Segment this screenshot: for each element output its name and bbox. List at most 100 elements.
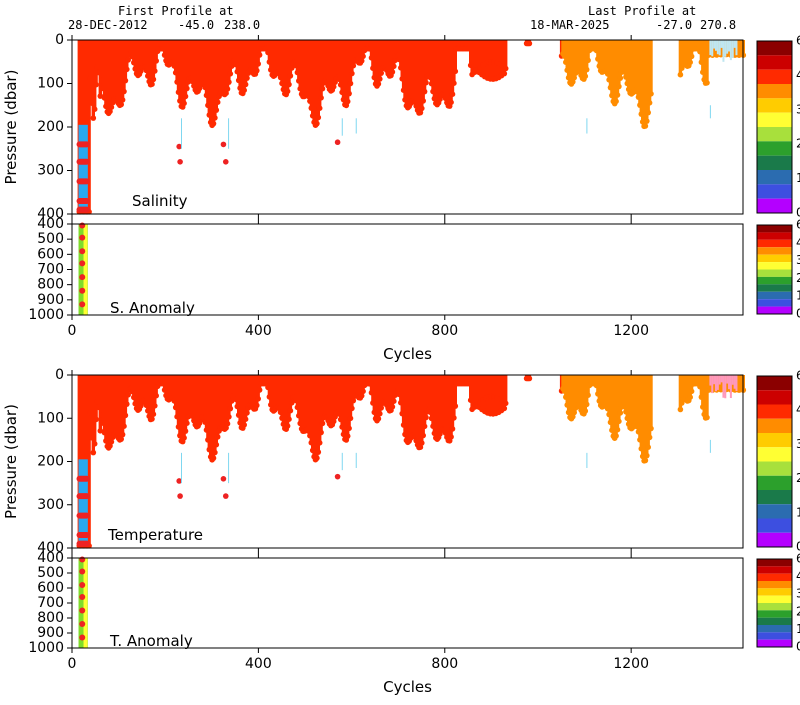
data-point	[153, 392, 159, 399]
data-point	[224, 420, 231, 427]
data-point	[421, 88, 428, 95]
data-point	[642, 123, 649, 129]
data-point	[242, 416, 249, 423]
data-point	[97, 428, 104, 434]
colorbar-cell	[757, 269, 792, 277]
colorbar-cell	[757, 447, 792, 462]
anomaly-marker	[79, 260, 86, 267]
colorbar-cell	[757, 84, 792, 99]
data-point	[227, 405, 234, 412]
colorbar-cell	[757, 490, 792, 505]
data-point	[346, 90, 352, 97]
deep-profile-block	[78, 124, 88, 212]
data-point	[289, 400, 295, 406]
data-point	[97, 93, 104, 99]
last-profile-date: 18-MAR-2025	[530, 18, 609, 32]
data-point	[419, 105, 425, 112]
data-point	[349, 70, 355, 77]
colorbar-tick-label: 6	[796, 34, 800, 48]
anomaly-marker	[79, 301, 86, 308]
data-point	[149, 416, 155, 422]
anomaly-marker	[177, 159, 183, 165]
deep-profile-block	[78, 459, 88, 546]
data-point	[344, 433, 351, 439]
y-axis-label: Pressure (dbar)	[2, 70, 20, 185]
data-point	[244, 75, 250, 81]
panels-group: 0 100 200 300 400 Pressure (dbar) Salinity 6 4.5…	[2, 32, 800, 696]
data-point	[704, 80, 710, 86]
data-point	[314, 120, 320, 127]
anomaly-marker	[76, 532, 90, 539]
data-point	[253, 67, 260, 74]
data-point	[121, 423, 127, 430]
colorbar-tick-label: 1.5	[796, 171, 800, 185]
anomaly-marker	[79, 621, 86, 627]
data-point	[152, 68, 158, 74]
data-point	[108, 104, 115, 110]
data-point	[347, 80, 354, 87]
colorbar-tick-label: 2.5	[796, 137, 800, 151]
data-point	[582, 73, 589, 79]
anomaly-marker	[79, 248, 86, 255]
colorbar-frame	[756, 40, 793, 214]
data-point	[330, 83, 337, 90]
data-point	[226, 79, 232, 85]
data-point	[182, 428, 189, 434]
data-point	[614, 426, 621, 433]
data-point	[350, 62, 357, 69]
colorbar-frame	[756, 224, 793, 315]
x-tick-label: 400	[245, 656, 272, 672]
colorbar-cell	[757, 595, 792, 603]
data-point	[315, 449, 322, 455]
data-point	[616, 83, 622, 90]
first-profile-date: 28-DEC-2012	[68, 18, 147, 32]
data-point	[319, 85, 326, 92]
colorbar-cell	[757, 532, 792, 547]
data-point	[153, 58, 159, 64]
last-profile-lat: -27.0	[656, 18, 692, 32]
y-tick-label: 500	[37, 565, 64, 581]
data-point	[570, 413, 576, 420]
data-point	[214, 434, 221, 440]
data-point	[585, 392, 591, 399]
colorbar-cell	[757, 603, 792, 611]
data-point	[256, 387, 263, 393]
data-point	[152, 403, 158, 409]
data-point	[119, 97, 126, 103]
data-point	[121, 88, 127, 95]
data-point	[118, 436, 124, 442]
data-point	[375, 415, 382, 422]
colorbar-cell	[757, 588, 792, 596]
colorbar-frame	[756, 558, 793, 648]
data-point	[118, 101, 124, 108]
colorbar-tick-label: 2.5	[796, 271, 800, 285]
last-profile-label: Last Profile at	[588, 4, 696, 18]
colorbar-cell	[757, 262, 792, 270]
data-point	[613, 98, 619, 105]
data-point	[613, 433, 619, 439]
colorbar-cell	[757, 291, 792, 300]
data-point	[93, 81, 99, 88]
first-profile-label: First Profile at	[118, 4, 234, 18]
data-point	[318, 95, 324, 101]
colorbar-cell	[757, 518, 792, 533]
data-point	[287, 407, 294, 414]
data-point	[122, 77, 129, 84]
data-point	[448, 434, 454, 440]
anomaly-marker	[79, 222, 86, 229]
data-point	[392, 392, 399, 399]
data-point	[90, 115, 97, 121]
data-point	[344, 98, 351, 105]
data-point	[287, 73, 294, 79]
y-tick-label: 900	[37, 625, 64, 641]
colorbar-cell	[757, 617, 792, 625]
data-point	[214, 99, 221, 105]
data-point	[423, 79, 429, 86]
anomaly-marker	[220, 476, 227, 482]
data-point	[687, 394, 693, 401]
data-point	[212, 449, 218, 456]
colorbar-cell	[757, 41, 792, 56]
